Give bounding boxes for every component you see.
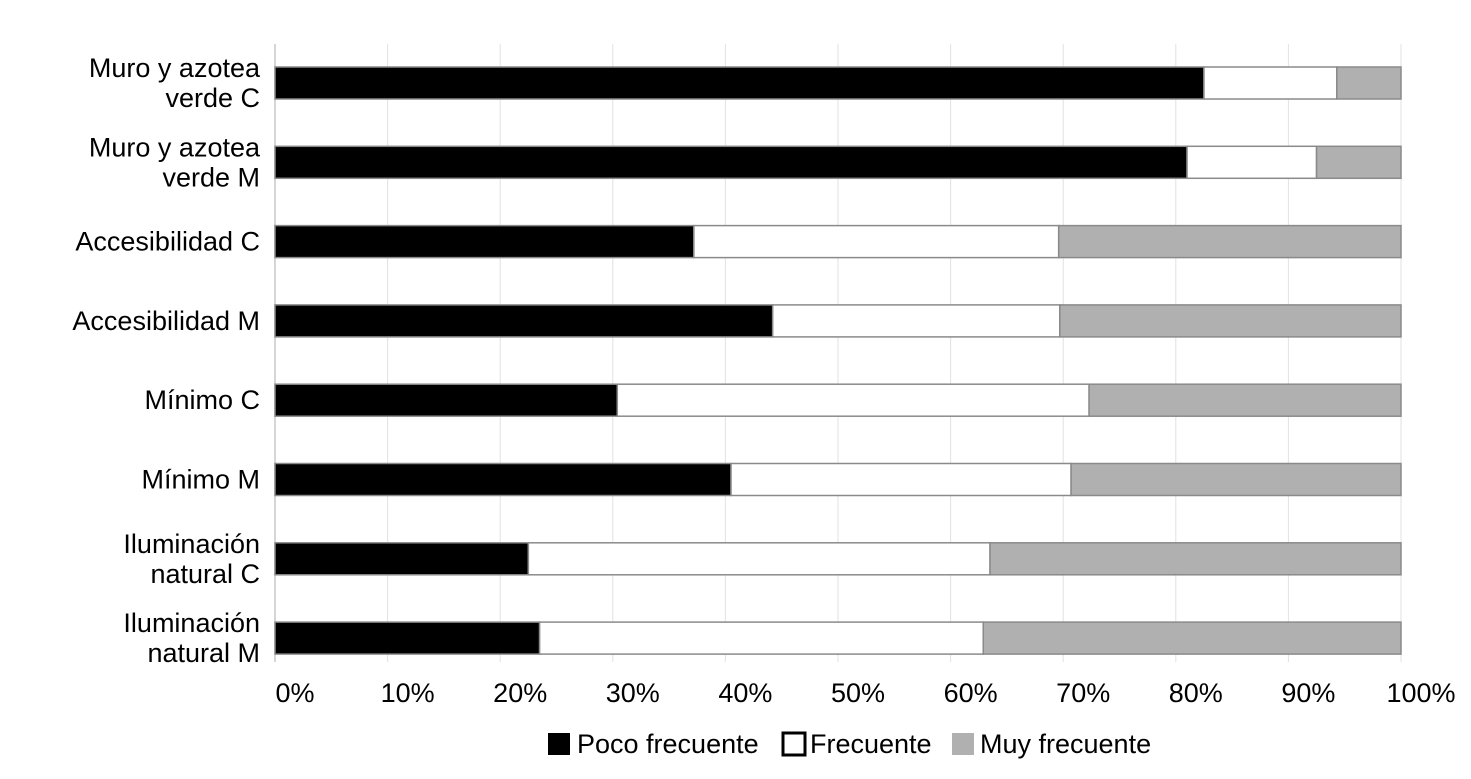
category-label: Mínimo M xyxy=(141,465,260,495)
x-tick-label: 100% xyxy=(1386,678,1455,708)
bar-segment xyxy=(274,304,774,338)
legend-swatch xyxy=(781,731,807,757)
legend-swatch xyxy=(548,733,570,755)
bar-segment xyxy=(274,542,530,576)
bar-segment xyxy=(616,383,1090,417)
category-label: natural C xyxy=(150,559,260,589)
x-tick-label: 20% xyxy=(493,678,547,708)
category-label: Muro y azotea xyxy=(89,53,261,83)
bar-segment xyxy=(1059,304,1402,338)
x-tick-label: 0% xyxy=(275,678,314,708)
x-tick-label: 70% xyxy=(1056,678,1110,708)
category-label: verde C xyxy=(165,83,260,113)
bar-segment xyxy=(274,66,1205,100)
x-tick-label: 50% xyxy=(831,678,885,708)
legend-label: Poco frecuente xyxy=(577,729,759,759)
bar-segment xyxy=(527,542,991,576)
category-label: Accesibilidad C xyxy=(75,227,260,257)
category-label: verde M xyxy=(162,162,260,192)
bar-segment xyxy=(274,383,619,417)
bar-segment xyxy=(771,304,1061,338)
bar-segment xyxy=(730,462,1072,497)
bar-segment xyxy=(274,145,1188,180)
bar-segment xyxy=(1057,224,1402,259)
x-tick-label: 60% xyxy=(944,678,998,708)
category-label: Mínimo C xyxy=(144,385,260,415)
x-tick-label: 30% xyxy=(606,678,660,708)
bar-segment xyxy=(1315,145,1402,180)
category-label: Muro y azotea xyxy=(89,132,261,162)
legend: Poco frecuente Frecuente Muy frecuente xyxy=(548,729,1151,759)
x-axis-ticks: 0% 10% 20% 30% 40% 50% 60% 70% 80% 90% 100% xyxy=(275,678,1455,708)
legend-swatch xyxy=(952,733,974,755)
bar-segment xyxy=(1088,383,1402,417)
bar-segment xyxy=(1203,66,1338,100)
bar-segment xyxy=(1336,66,1402,100)
category-label: Iluminación xyxy=(123,608,260,638)
legend-label: Frecuente xyxy=(810,729,932,759)
bar-segment xyxy=(982,621,1402,655)
bar-segment xyxy=(1070,462,1402,497)
bar-segment xyxy=(693,224,1060,259)
bar-segment xyxy=(1186,145,1318,180)
x-tick-label: 40% xyxy=(718,678,772,708)
legend-label: Muy frecuente xyxy=(980,729,1151,759)
bar-segment xyxy=(538,621,985,655)
bar-segment xyxy=(989,542,1402,576)
x-tick-label: 80% xyxy=(1169,678,1223,708)
x-tick-label: 10% xyxy=(381,678,435,708)
bar-segment xyxy=(274,621,541,655)
category-label: natural M xyxy=(147,638,260,668)
category-label: Iluminación xyxy=(123,529,260,559)
bars xyxy=(274,66,1402,655)
bar-segment xyxy=(274,462,732,497)
x-tick-label: 90% xyxy=(1281,678,1335,708)
category-label: Accesibilidad M xyxy=(72,306,260,336)
bar-segment xyxy=(274,224,695,259)
